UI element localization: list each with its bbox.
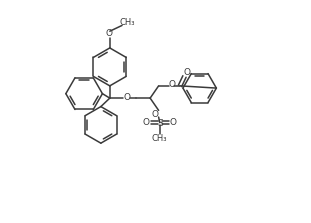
Text: O: O <box>152 110 159 119</box>
Text: S: S <box>157 119 163 128</box>
Text: CH₃: CH₃ <box>120 18 135 27</box>
Text: O: O <box>123 93 130 101</box>
Text: O: O <box>169 80 175 89</box>
Text: O: O <box>183 68 190 77</box>
Text: O: O <box>143 118 150 127</box>
Text: CH₃: CH₃ <box>152 134 168 143</box>
Text: O: O <box>105 29 112 37</box>
Text: O: O <box>169 118 177 127</box>
